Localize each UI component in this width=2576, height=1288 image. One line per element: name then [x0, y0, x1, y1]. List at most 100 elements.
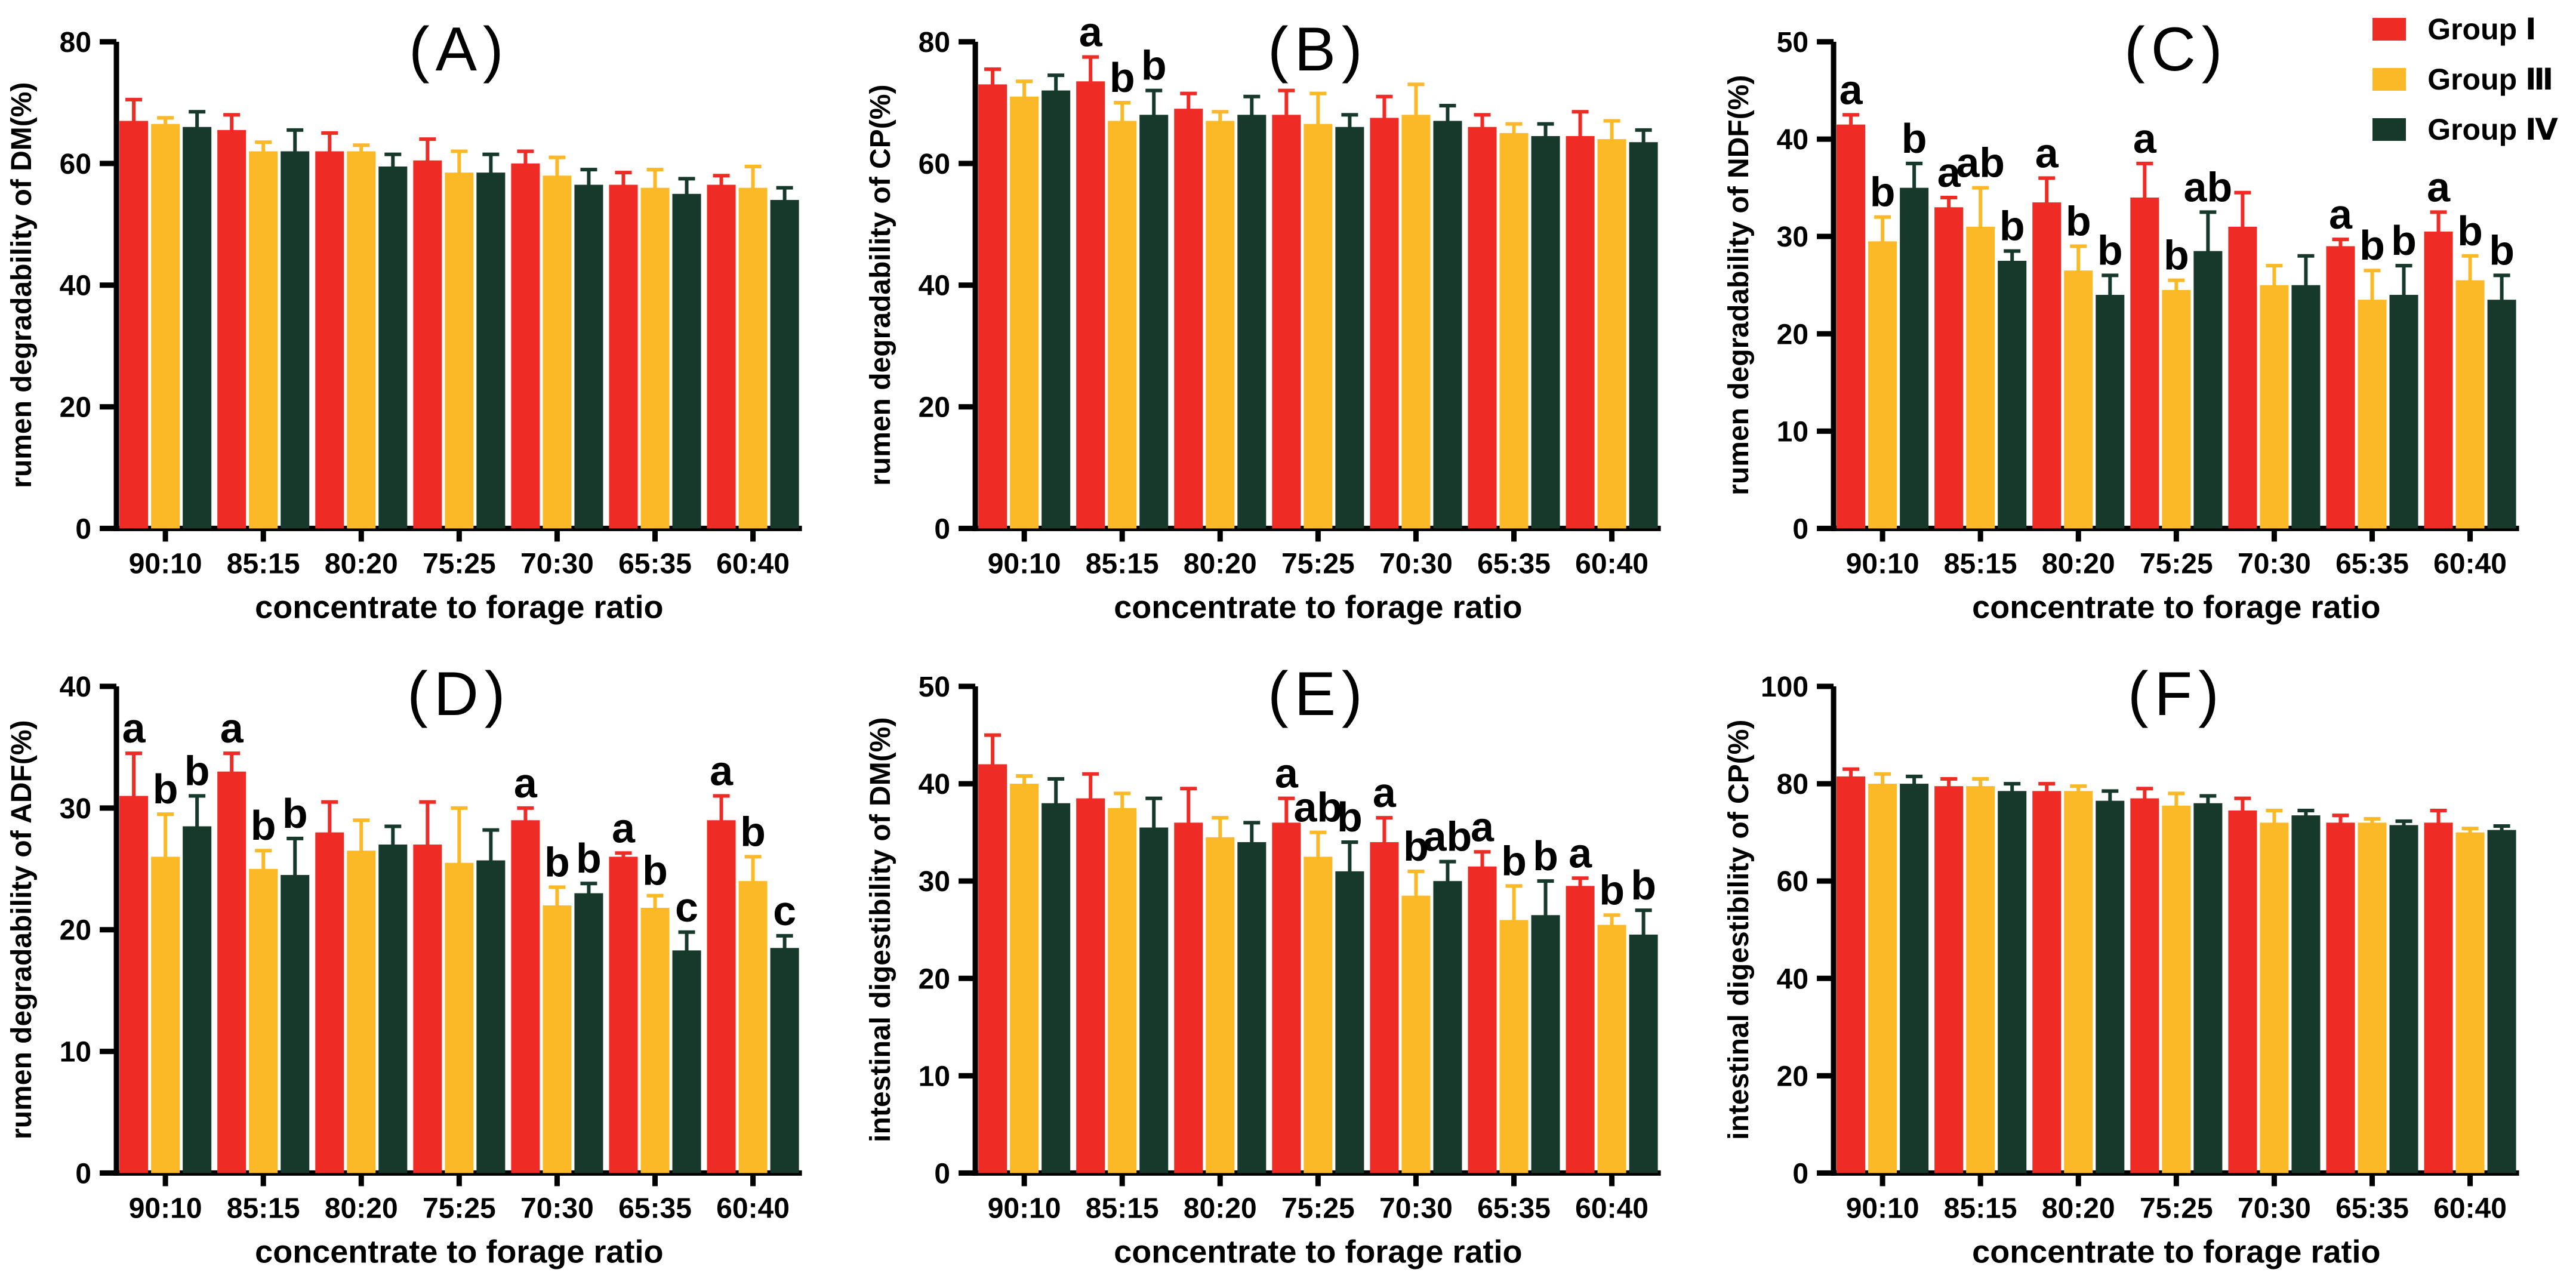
bar — [2032, 202, 2062, 529]
bar — [543, 175, 572, 529]
bar — [119, 121, 149, 529]
bar — [1499, 919, 1529, 1173]
x-tick-label: 80:20 — [2042, 548, 2115, 580]
bar — [672, 193, 701, 529]
bar — [1900, 187, 1929, 529]
bar — [2096, 800, 2125, 1173]
x-axis-label: concentrate to forage ratio — [255, 589, 663, 625]
x-tick-label: 65:35 — [1477, 548, 1551, 580]
significance-letter: b — [642, 847, 668, 893]
legend-item-group-1: Group Ⅰ — [2372, 14, 2558, 44]
bar — [2032, 790, 2062, 1173]
significance-letter: b — [1109, 54, 1135, 101]
legend-label-group-1: Group Ⅰ — [2427, 13, 2537, 46]
x-tick-label: 65:35 — [1477, 1193, 1551, 1224]
bar — [2424, 822, 2453, 1173]
x-tick-label: 75:25 — [2140, 548, 2213, 580]
bar — [1468, 866, 1497, 1173]
bar — [1966, 226, 1995, 529]
x-tick-label: 60:40 — [716, 1193, 790, 1224]
chart-panel-F: (F) 0 20 40 60 80 100 intestinal digestibility … — [1717, 645, 2576, 1288]
significance-letter: b — [1533, 833, 1558, 879]
x-tick-label: 90:10 — [987, 1193, 1061, 1224]
significance-letter: a — [1079, 9, 1102, 56]
significance-letter: a — [710, 747, 734, 794]
bar — [281, 874, 310, 1173]
bar — [2424, 232, 2453, 529]
bar — [2228, 226, 2257, 529]
x-tick-label: 60:40 — [1575, 1193, 1648, 1224]
significance-letter: b — [1631, 862, 1656, 908]
bar — [476, 860, 506, 1173]
bar — [2193, 251, 2223, 529]
bar — [2130, 197, 2159, 529]
bar — [2358, 300, 2387, 529]
bar — [1041, 90, 1070, 529]
bar — [707, 184, 736, 529]
x-tick-label: 70:30 — [520, 1193, 594, 1224]
bar — [1370, 118, 1399, 529]
legend-swatch-group-4 — [2372, 118, 2406, 141]
significance-letter: b — [1403, 822, 1429, 869]
bar — [2326, 822, 2355, 1173]
y-tick-label: 40 — [918, 270, 950, 302]
panel-title: (B) — [1268, 15, 1369, 84]
significance-letter: a — [220, 705, 244, 751]
legend-swatch-group-3 — [2372, 68, 2406, 91]
bar — [183, 127, 212, 529]
bar — [445, 172, 474, 529]
bar — [347, 151, 376, 529]
x-tick-label: 85:15 — [227, 1193, 300, 1224]
x-tick-label: 65:35 — [618, 1193, 692, 1224]
bar — [1433, 121, 1462, 529]
y-tick-label: 30 — [918, 866, 950, 898]
bar — [249, 868, 278, 1173]
x-tick-label: 90:10 — [987, 548, 1061, 580]
legend-label-group-4: Group Ⅳ — [2427, 113, 2558, 146]
y-tick-label: 0 — [1793, 513, 1809, 545]
bar — [1139, 115, 1168, 529]
bar — [1076, 798, 1105, 1173]
bar — [2389, 824, 2418, 1173]
x-tick-label: 75:25 — [2140, 1193, 2213, 1224]
bar — [1304, 124, 1333, 529]
significance-letter: b — [2066, 198, 2091, 244]
x-tick-label: 85:15 — [1944, 548, 2017, 580]
bar — [770, 947, 799, 1173]
significance-letter: b — [1902, 115, 1927, 162]
bar — [1237, 115, 1266, 529]
chart-panel-D: (D) 0 10 20 30 40 rumen degradability of ADF(%… — [0, 645, 859, 1288]
significance-letter: b — [2489, 227, 2515, 273]
x-tick-label: 75:25 — [423, 548, 496, 580]
panel-title: (D) — [407, 660, 511, 729]
bar — [183, 825, 212, 1173]
y-tick-label: 40 — [60, 270, 91, 302]
bar — [1998, 260, 2027, 529]
y-tick-label: 40 — [918, 769, 950, 800]
bar — [511, 819, 540, 1173]
x-tick-label: 80:20 — [325, 1193, 398, 1224]
y-axis-label: rumen degradability of ADF(%) — [6, 720, 38, 1139]
x-tick-label: 70:30 — [2238, 548, 2311, 580]
bar — [2162, 805, 2191, 1173]
significance-letter: b — [1337, 793, 1363, 840]
panel-title: (A) — [409, 15, 510, 84]
bar — [2193, 803, 2223, 1173]
bar — [609, 184, 638, 529]
bar — [1370, 842, 1399, 1173]
bar — [1335, 127, 1364, 529]
y-tick-label: 60 — [918, 149, 950, 180]
x-tick-label: 75:25 — [1281, 548, 1355, 580]
legend: Group Ⅰ Group Ⅲ Group Ⅳ — [2372, 14, 2558, 144]
bar — [1401, 895, 1431, 1173]
bar — [1304, 856, 1333, 1173]
bar — [347, 850, 376, 1173]
bar — [1009, 783, 1039, 1173]
significance-letter: b — [2359, 222, 2385, 269]
x-tick-label: 60:40 — [716, 548, 790, 580]
significance-letter: b — [2164, 232, 2189, 279]
bar — [770, 200, 799, 529]
bar — [1566, 136, 1595, 529]
bar — [2130, 798, 2159, 1173]
x-axis-label: concentrate to forage ratio — [255, 1234, 663, 1269]
